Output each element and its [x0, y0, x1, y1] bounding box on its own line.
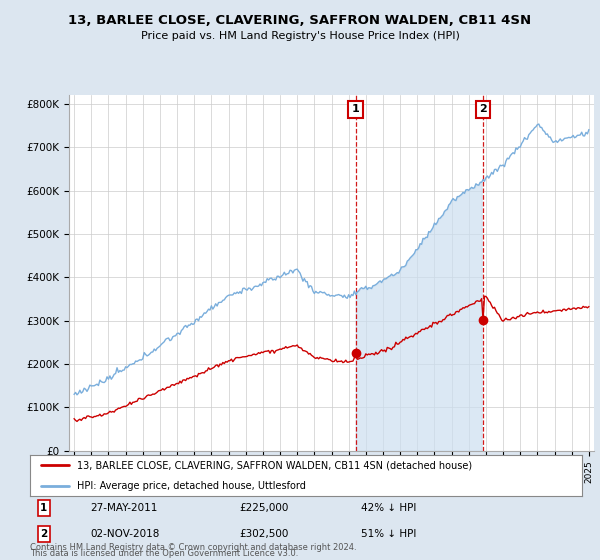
- Text: 13, BARLEE CLOSE, CLAVERING, SAFFRON WALDEN, CB11 4SN: 13, BARLEE CLOSE, CLAVERING, SAFFRON WAL…: [68, 14, 532, 27]
- Text: Contains HM Land Registry data © Crown copyright and database right 2024.: Contains HM Land Registry data © Crown c…: [30, 543, 356, 552]
- Text: 13, BARLEE CLOSE, CLAVERING, SAFFRON WALDEN, CB11 4SN (detached house): 13, BARLEE CLOSE, CLAVERING, SAFFRON WAL…: [77, 460, 472, 470]
- Text: £225,000: £225,000: [240, 503, 289, 513]
- Text: 27-MAY-2011: 27-MAY-2011: [91, 503, 158, 513]
- Text: 51% ↓ HPI: 51% ↓ HPI: [361, 529, 416, 539]
- Text: 1: 1: [40, 503, 47, 513]
- Text: 02-NOV-2018: 02-NOV-2018: [91, 529, 160, 539]
- Text: HPI: Average price, detached house, Uttlesford: HPI: Average price, detached house, Uttl…: [77, 480, 306, 491]
- Text: £302,500: £302,500: [240, 529, 289, 539]
- Text: 1: 1: [352, 104, 359, 114]
- Text: 2: 2: [479, 104, 487, 114]
- Text: 2: 2: [40, 529, 47, 539]
- Text: 42% ↓ HPI: 42% ↓ HPI: [361, 503, 416, 513]
- Text: This data is licensed under the Open Government Licence v3.0.: This data is licensed under the Open Gov…: [30, 549, 298, 558]
- Text: Price paid vs. HM Land Registry's House Price Index (HPI): Price paid vs. HM Land Registry's House …: [140, 31, 460, 41]
